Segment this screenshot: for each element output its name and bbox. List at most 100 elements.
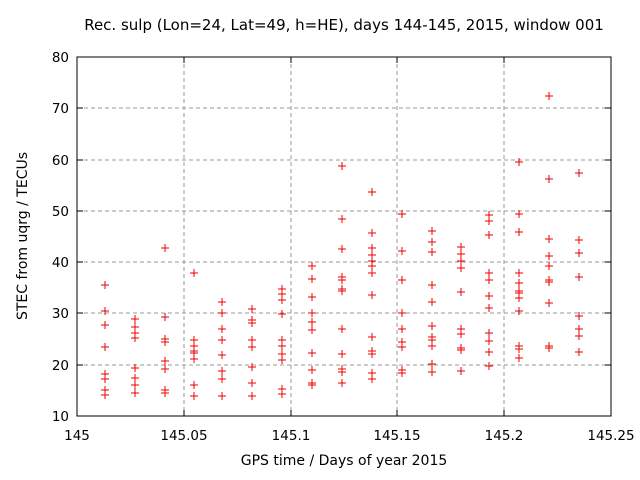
x-tick-label-145: 145 (64, 428, 90, 444)
data-point (485, 269, 493, 277)
data-point (161, 365, 169, 373)
data-point (218, 367, 226, 375)
data-point (545, 175, 553, 183)
data-point (368, 375, 376, 383)
data-point (457, 346, 465, 354)
data-point (248, 379, 256, 387)
data-point (218, 336, 226, 344)
data-point (515, 210, 523, 218)
data-point (545, 278, 553, 286)
data-point (190, 269, 198, 277)
data-point (398, 276, 406, 284)
data-point (457, 264, 465, 272)
data-point (131, 389, 139, 397)
data-point (575, 236, 583, 244)
x-axis-label: GPS time / Days of year 2015 (240, 453, 448, 469)
data-point (545, 299, 553, 307)
data-point (131, 381, 139, 389)
data-point (338, 368, 346, 376)
data-point (457, 330, 465, 338)
data-point (248, 392, 256, 400)
y-tick-label-30: 30 (52, 306, 69, 322)
data-point (101, 391, 109, 399)
data-point (368, 350, 376, 358)
data-point (161, 357, 169, 365)
x-tick-label-145.15: 145.15 (373, 428, 420, 444)
data-point (515, 354, 523, 362)
data-point (428, 368, 436, 376)
data-point (368, 333, 376, 341)
data-point (308, 349, 316, 357)
y-axis-label: STEC from uqrg / TECUs (15, 151, 31, 321)
data-point (101, 307, 109, 315)
data-point (485, 304, 493, 312)
data-point (131, 364, 139, 372)
data-point (398, 309, 406, 317)
data-point (485, 362, 493, 370)
data-point (131, 315, 139, 323)
axes-frame (76, 56, 612, 417)
data-point (398, 325, 406, 333)
data-point (515, 279, 523, 287)
data-point (485, 231, 493, 239)
data-point (218, 325, 226, 333)
data-point (515, 307, 523, 315)
data-point (248, 305, 256, 313)
data-point (428, 322, 436, 330)
data-point (545, 262, 553, 270)
data-point (515, 228, 523, 236)
data-point (575, 169, 583, 177)
data-point (515, 294, 523, 302)
data-point (457, 367, 465, 375)
data-point (428, 227, 436, 235)
data-point (515, 269, 523, 277)
data-point (278, 356, 286, 364)
x-tick-label-145.2: 145.2 (485, 428, 524, 444)
chart-title: Rec. sulp (Lon=24, Lat=49, h=HE), days 1… (84, 16, 604, 34)
data-point (338, 379, 346, 387)
data-point (368, 262, 376, 270)
data-point (218, 392, 226, 400)
x-tick-label-145.1: 145.1 (272, 428, 311, 444)
data-point (457, 288, 465, 296)
data-point (485, 329, 493, 337)
data-point (308, 366, 316, 374)
plot-border (76, 56, 612, 417)
data-point (485, 292, 493, 300)
data-point (338, 325, 346, 333)
data-point (278, 310, 286, 318)
data-point (218, 351, 226, 359)
data-point (308, 275, 316, 283)
data-point (308, 293, 316, 301)
data-point (398, 343, 406, 351)
data-point (485, 217, 493, 225)
data-point (248, 343, 256, 351)
data-point (190, 381, 198, 389)
data-point (338, 350, 346, 358)
data-point (398, 210, 406, 218)
data-point (398, 247, 406, 255)
data-point (218, 309, 226, 317)
data-point (278, 390, 286, 398)
data-point (161, 244, 169, 252)
data-point (190, 392, 198, 400)
data-point (515, 345, 523, 353)
data-point (161, 338, 169, 346)
data-point (338, 215, 346, 223)
data-point (368, 229, 376, 237)
data-point (308, 381, 316, 389)
data-point (575, 249, 583, 257)
data-point (248, 363, 256, 371)
data-point (428, 281, 436, 289)
data-point (575, 273, 583, 281)
data-point (101, 321, 109, 329)
y-tick-label-20: 20 (52, 358, 69, 374)
data-point (131, 334, 139, 342)
data-point (368, 269, 376, 277)
data-point (218, 375, 226, 383)
x-tick-label-145.05: 145.05 (160, 428, 207, 444)
data-point (308, 318, 316, 326)
x-tick-label-145.25: 145.25 (587, 428, 634, 444)
